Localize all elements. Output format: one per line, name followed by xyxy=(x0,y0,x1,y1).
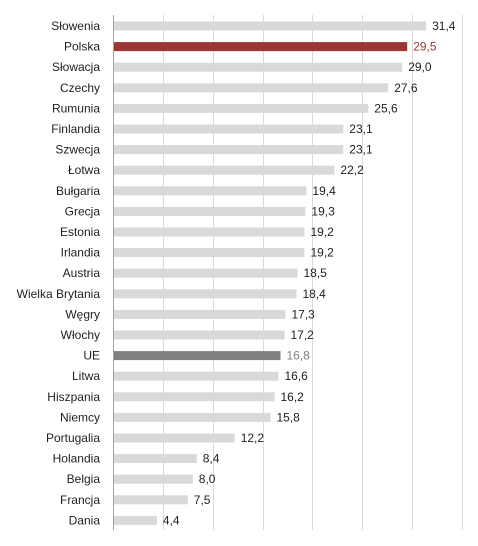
bar xyxy=(114,42,408,52)
category-label: Polska xyxy=(64,40,100,54)
category-label: Włochy xyxy=(61,328,100,342)
data-label: 19,3 xyxy=(311,204,335,218)
data-label: 12,2 xyxy=(241,431,265,445)
data-label: 19,2 xyxy=(311,246,335,260)
category-label: Belgia xyxy=(67,472,101,486)
data-label: 31,4 xyxy=(432,19,456,33)
bar xyxy=(114,21,427,31)
bar xyxy=(114,433,235,443)
bar xyxy=(114,351,281,361)
category-label: Łotwa xyxy=(68,163,100,177)
data-label: 22,2 xyxy=(340,163,364,177)
category-label: Holandia xyxy=(53,452,101,466)
category-label: Irlandia xyxy=(61,246,101,260)
bar xyxy=(114,515,157,525)
bar xyxy=(114,454,197,464)
bar xyxy=(114,330,285,340)
data-label: 16,6 xyxy=(285,369,309,383)
bar xyxy=(114,206,306,216)
data-label: 25,6 xyxy=(374,101,398,115)
data-label: 19,4 xyxy=(312,184,336,198)
bar xyxy=(114,412,271,422)
category-label: Estonia xyxy=(60,225,100,239)
bar xyxy=(114,268,298,278)
data-label: 27,6 xyxy=(394,81,418,95)
category-label: Niemcy xyxy=(60,410,100,424)
bar xyxy=(114,248,305,258)
data-label: 23,1 xyxy=(349,122,373,136)
data-label: 15,8 xyxy=(277,410,301,424)
bar xyxy=(114,165,335,175)
category-label: Litwa xyxy=(72,369,100,383)
data-label: 29,5 xyxy=(413,40,437,54)
category-label: Finlandia xyxy=(51,122,100,136)
category-label: Czechy xyxy=(60,81,100,95)
data-label: 8,0 xyxy=(199,472,216,486)
category-label: Słowenia xyxy=(51,19,100,33)
bar xyxy=(114,83,389,93)
data-label: 7,5 xyxy=(194,493,211,507)
bar xyxy=(114,495,188,505)
category-label: Austria xyxy=(63,266,101,280)
category-label: Grecja xyxy=(65,204,101,218)
category-label: Szwecja xyxy=(55,143,100,157)
bar xyxy=(114,309,286,319)
category-label: Dania xyxy=(69,513,101,527)
data-label: 18,4 xyxy=(303,287,327,301)
category-label: Francja xyxy=(60,493,100,507)
category-label: Rumunia xyxy=(52,101,100,115)
category-label: Hiszpania xyxy=(47,390,100,404)
category-label: UE xyxy=(83,349,100,363)
data-label: 4,4 xyxy=(163,513,180,527)
category-label: Węgry xyxy=(65,307,100,321)
category-label: Wielka Brytania xyxy=(17,287,101,301)
bar xyxy=(114,186,307,196)
bar xyxy=(114,392,275,402)
bar xyxy=(114,474,193,484)
data-label: 29,0 xyxy=(408,60,432,74)
bar xyxy=(114,145,344,155)
data-label: 17,2 xyxy=(291,328,315,342)
data-label: 17,3 xyxy=(292,307,316,321)
bar xyxy=(114,124,344,134)
data-label: 19,2 xyxy=(311,225,335,239)
bar xyxy=(114,227,305,237)
data-label: 23,1 xyxy=(349,143,373,157)
data-label: 18,5 xyxy=(304,266,328,280)
bars xyxy=(114,21,427,525)
bar xyxy=(114,289,297,299)
bar xyxy=(114,371,279,381)
value-labels: 31,429,529,027,625,623,123,122,219,419,3… xyxy=(163,19,456,527)
category-label: Słowacja xyxy=(52,60,100,74)
data-label: 16,2 xyxy=(281,390,305,404)
data-label: 8,4 xyxy=(203,452,220,466)
category-labels: Słowenia Polska Słowacja Czechy Rumunia Finla… xyxy=(17,19,101,527)
data-label: 16,8 xyxy=(287,349,311,363)
category-label: Bułgaria xyxy=(56,184,100,198)
category-label: Portugalia xyxy=(46,431,100,445)
bar xyxy=(114,62,403,72)
bar xyxy=(114,103,369,113)
